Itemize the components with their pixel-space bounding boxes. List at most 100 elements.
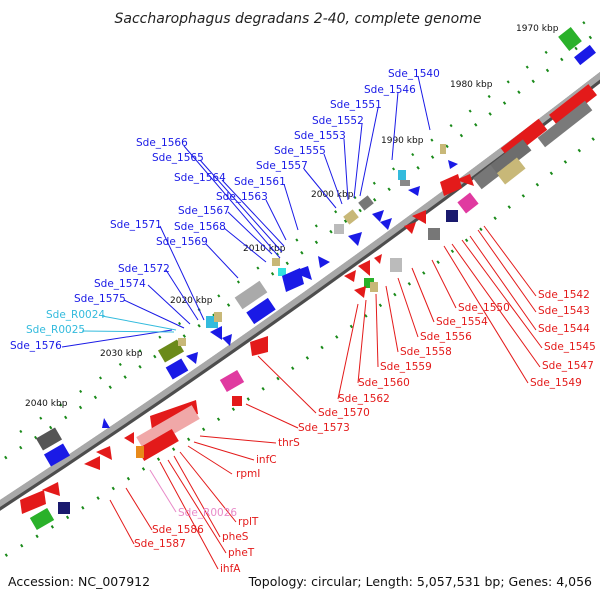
feature-arrow — [186, 352, 198, 364]
gene-label[interactable]: Sde_1558 — [400, 346, 452, 358]
feature-grey — [400, 180, 410, 186]
gene-label[interactable]: Sde_1572 — [118, 263, 170, 275]
feature-green — [364, 278, 374, 288]
tick-2040: 2040 kbp — [25, 399, 68, 409]
feature-orange — [136, 446, 144, 458]
gene-label[interactable]: pheT — [228, 547, 255, 559]
rna-labels: Sde_R0024 Sde_R0025 — [26, 309, 105, 336]
feature-cyan — [278, 268, 286, 276]
map-title: Saccharophagus degradans 2-40, complete … — [115, 11, 482, 27]
gene-label[interactable]: Sde_1570 — [318, 407, 370, 419]
gene-label[interactable]: Sde_1555 — [274, 145, 326, 157]
feature-red-block — [548, 84, 598, 126]
gene-label[interactable]: Sde_1542 — [538, 289, 590, 301]
gene-label[interactable]: Sde_1575 — [74, 293, 126, 305]
gene-label[interactable]: Sde_1549 — [530, 377, 582, 389]
feature-red-arrow — [20, 490, 46, 514]
feature-red — [232, 396, 242, 406]
gene-label[interactable]: Sde_1568 — [174, 221, 226, 233]
gene-label[interactable]: Sde_1560 — [358, 377, 410, 389]
feature-red-arrow — [124, 432, 134, 444]
gene-label[interactable]: rplT — [238, 516, 259, 528]
gene-label[interactable]: Sde_1544 — [538, 323, 590, 335]
feature-tan — [178, 338, 186, 346]
feature-arrow — [408, 186, 420, 196]
gene-label[interactable]: Sde_1546 — [364, 84, 416, 96]
feature-red-arrow — [344, 270, 356, 282]
feature-green — [29, 507, 55, 531]
feature-arrow — [380, 218, 392, 230]
feature-red-arrow — [404, 222, 416, 234]
gene-label[interactable]: Sde_1574 — [94, 278, 146, 290]
forward-features — [35, 26, 596, 467]
gene-label[interactable]: thrS — [278, 437, 300, 449]
feature-arrow — [102, 418, 110, 428]
gene-label[interactable]: Sde_1562 — [338, 393, 390, 405]
gene-label[interactable]: Sde_1586 — [152, 524, 204, 536]
feature-red-arrow — [358, 260, 370, 276]
feature-grey — [473, 164, 499, 190]
forward-leader-lines — [61, 75, 431, 348]
gene-label[interactable]: Sde_1573 — [298, 422, 350, 434]
reverse-labels: Sde_1542 Sde_1543 Sde_1544 Sde_1545 Sde_… — [134, 289, 596, 575]
gene-label[interactable]: Sde_1557 — [256, 160, 308, 172]
outer-dotted-track — [19, 9, 600, 434]
gene-label[interactable]: Sde_1553 — [294, 130, 346, 142]
gene-label[interactable]: ihfA — [220, 563, 241, 575]
feature-magenta — [457, 192, 479, 214]
feature-arrow — [222, 334, 232, 346]
gene-label[interactable]: Sde_1566 — [136, 137, 188, 149]
feature-red-arrow — [84, 456, 100, 470]
tick-2010: 2010 kbp — [243, 244, 286, 254]
gene-label[interactable]: Sde_1567 — [178, 205, 230, 217]
rna-label[interactable]: Sde_R0025 — [26, 324, 85, 336]
tick-1980: 1980 kbp — [450, 80, 493, 90]
feature-tan — [214, 312, 222, 322]
gene-label[interactable]: Sde_1561 — [234, 176, 286, 188]
feature-tan — [343, 209, 359, 225]
feature-tan-block — [496, 157, 526, 185]
gene-label[interactable]: Sde_1571 — [110, 219, 162, 231]
feature-red-arrow — [456, 174, 474, 186]
gene-label[interactable]: Sde_1565 — [152, 152, 204, 164]
tick-1970: 1970 kbp — [516, 24, 559, 34]
gene-label[interactable]: Sde_1576 — [10, 340, 62, 352]
gene-label[interactable]: Sde_1552 — [312, 115, 364, 127]
feature-pink-block — [136, 405, 200, 451]
feature-arrow — [348, 232, 362, 246]
gene-label[interactable]: Sde_1551 — [330, 99, 382, 111]
gene-label[interactable]: Sde_1564 — [174, 172, 226, 184]
gene-label[interactable]: Sde_1587 — [134, 538, 186, 550]
rna-label[interactable]: Sde_R0024 — [46, 309, 105, 321]
gene-label[interactable]: Sde_1559 — [380, 361, 432, 373]
gene-label[interactable]: pheS — [222, 531, 249, 543]
feature-red-arrow — [354, 286, 366, 298]
rna-label[interactable]: Sde_R0026 — [178, 507, 237, 519]
gene-label[interactable]: Sde_1556 — [420, 331, 472, 343]
gene-label[interactable]: Sde_1569 — [156, 236, 208, 248]
gene-label[interactable]: Sde_1540 — [388, 68, 440, 80]
feature-arrow — [318, 256, 330, 268]
tick-2030: 2030 kbp — [100, 349, 143, 359]
gene-label[interactable]: Sde_1554 — [436, 316, 488, 328]
feature-grey-light — [334, 224, 344, 234]
feature-red-arrow — [42, 482, 60, 496]
gene-label[interactable]: infC — [256, 454, 277, 466]
forward-labels: Sde_1540 Sde_1546 Sde_1551 Sde_1552 Sde_… — [10, 68, 440, 352]
feature-navy — [446, 210, 458, 222]
gene-label[interactable]: Sde_1547 — [542, 360, 594, 372]
gene-label[interactable]: rpmI — [236, 468, 260, 480]
gene-label[interactable]: Sde_1543 — [538, 305, 590, 317]
gene-label[interactable]: Sde_1563 — [216, 191, 268, 203]
forward-dotted-track — [0, 28, 600, 464]
feature-blue-block — [574, 44, 596, 66]
gene-label[interactable]: Sde_1550 — [458, 302, 510, 314]
rna-leader-lines — [81, 315, 177, 333]
feature-red-arrow — [440, 174, 462, 196]
accession-text: Accession: NC_007912 — [8, 574, 150, 589]
feature-red-arrow — [96, 446, 112, 460]
feature-grey — [358, 195, 374, 211]
tick-2020: 2020 kbp — [170, 296, 213, 306]
gene-label[interactable]: Sde_1545 — [544, 341, 596, 353]
